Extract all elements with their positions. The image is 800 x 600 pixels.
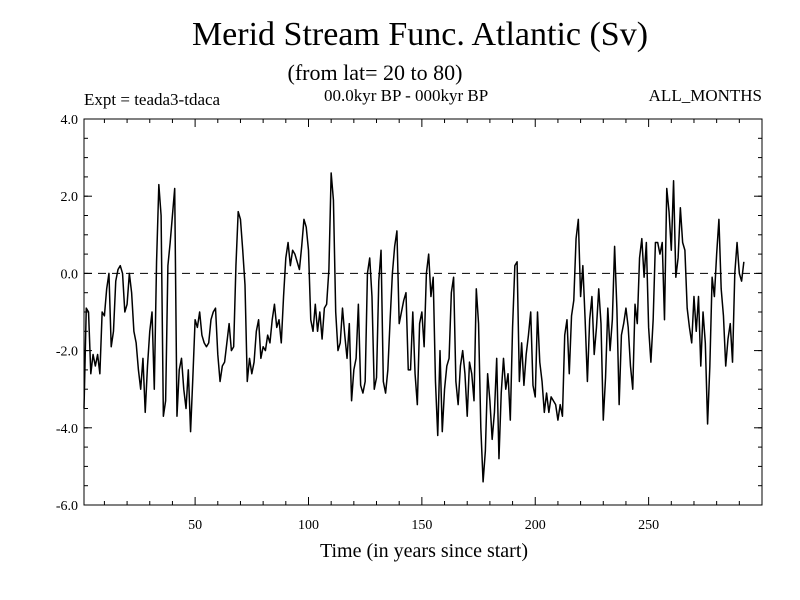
x-tick-label: 100 [298,518,319,533]
y-tick-label: 2.0 [61,190,79,205]
months-label: ALL_MONTHS [648,86,762,105]
x-tick-label: 200 [525,518,546,533]
series-line-0 [83,172,745,483]
chart-title: Merid Stream Func. Atlantic (Sv) [191,16,649,53]
plot-frame [83,118,763,506]
experiment-label: Expt = teada3-tdaca [84,90,221,109]
period-label: 00.0kyr BP - 000kyr BP [324,86,489,105]
y-tick-label: -2.0 [56,345,78,360]
x-axis-label: Time (in years since start) [319,540,529,562]
y-tick-label: 0.0 [61,267,79,282]
x-tick-label: 250 [638,518,659,533]
y-tick-label: 4.0 [61,113,79,128]
x-tick-label: 50 [188,518,202,533]
x-tick-label: 150 [411,518,432,533]
chart-subtitle: (from lat= 20 to 80) [287,60,463,85]
y-tick-label: -6.0 [56,499,78,514]
y-tick-label: -4.0 [56,422,78,437]
